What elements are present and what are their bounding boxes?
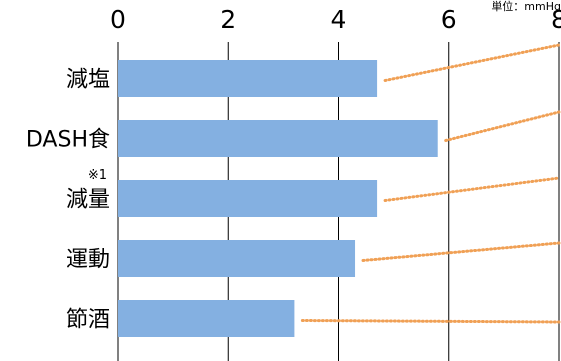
bar-2 <box>118 180 378 217</box>
bar-4 <box>118 300 295 337</box>
unit-label: 単位：mmHg <box>491 0 561 13</box>
x-axis-ticks: 0 2 4 6 8 <box>110 5 561 34</box>
x-tick-label: 4 <box>331 5 347 34</box>
x-tick-label: 8 <box>551 5 561 34</box>
connector-2 <box>383 176 561 202</box>
category-label: 運動 <box>66 248 110 273</box>
bars <box>118 60 438 337</box>
connector-1 <box>444 110 561 142</box>
bar-0 <box>118 60 378 97</box>
x-tick-label: 6 <box>441 5 457 34</box>
connector-lines <box>300 43 561 324</box>
category-label: 節酒 <box>66 308 110 333</box>
bar-3 <box>118 240 356 277</box>
dash-footnote-mark: ※1 <box>88 168 107 183</box>
connector-0 <box>383 43 561 82</box>
connector-4 <box>300 319 561 324</box>
category-label: DASH食 <box>26 128 110 153</box>
category-label: 減量 <box>66 188 110 213</box>
bar-1 <box>118 120 438 157</box>
x-tick-label: 0 <box>110 5 126 34</box>
x-tick-label: 2 <box>220 5 236 34</box>
connector-3 <box>361 241 561 262</box>
category-label: 減塩 <box>66 68 110 93</box>
